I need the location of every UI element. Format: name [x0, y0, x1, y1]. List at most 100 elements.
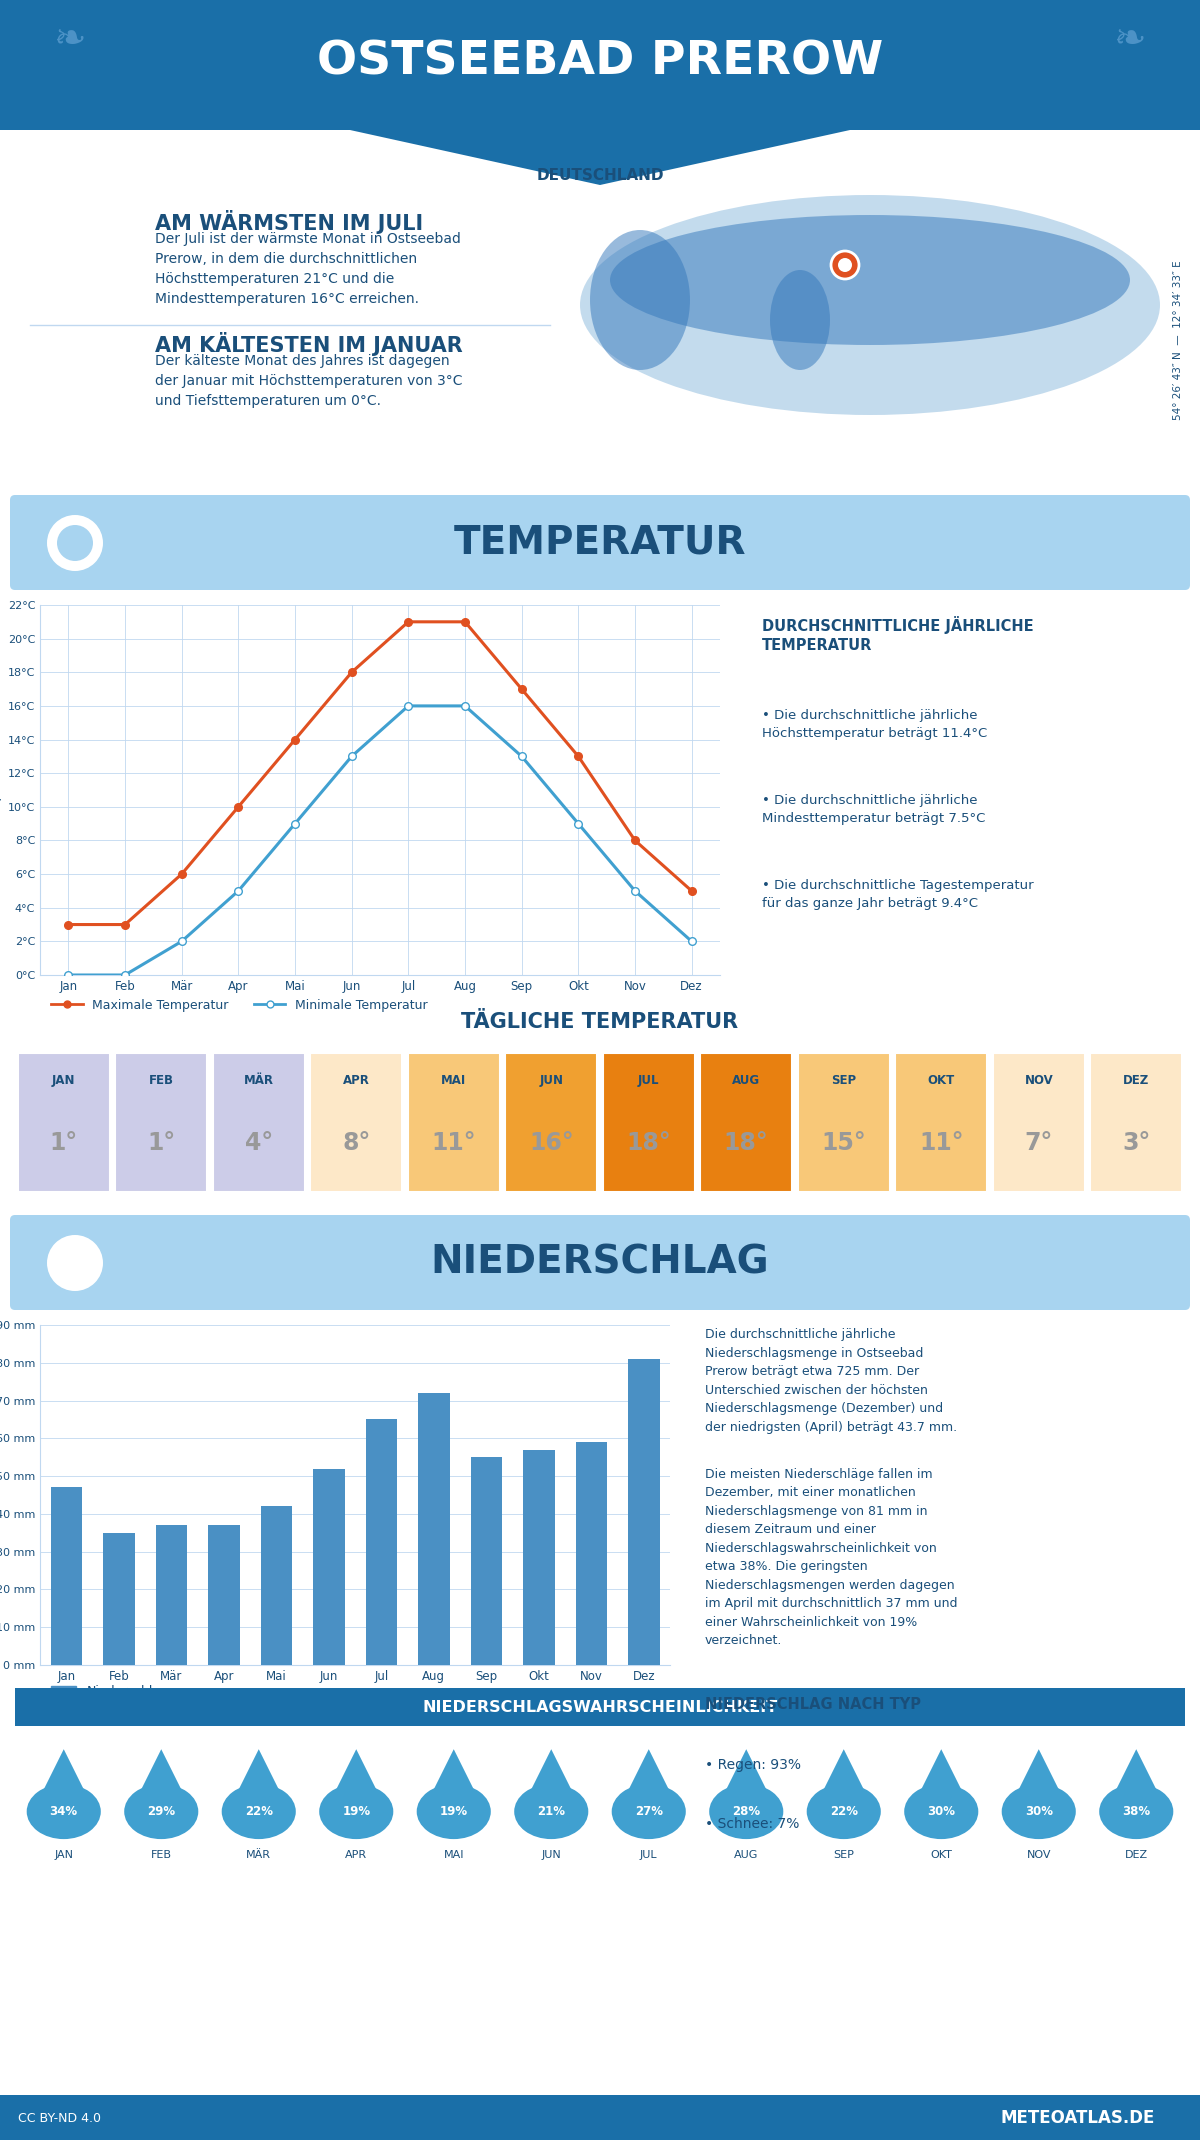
Bar [470, 1457, 502, 1665]
Text: CC BY-ND 4.0: CC BY-ND 4.0 [18, 2112, 102, 2125]
Bar [576, 1442, 607, 1665]
Text: OKT: OKT [928, 1074, 955, 1087]
Polygon shape [1110, 1748, 1163, 1802]
Polygon shape [720, 1748, 773, 1802]
Ellipse shape [580, 195, 1160, 415]
Circle shape [125, 1785, 198, 1838]
Polygon shape [524, 1748, 577, 1802]
Y-axis label: Temperatur: Temperatur [0, 753, 2, 826]
Text: DEUTSCHLAND: DEUTSCHLAND [536, 167, 664, 182]
Text: • Die durchschnittliche jährliche
Höchsttemperatur beträgt 11.4°C: • Die durchschnittliche jährliche Höchst… [762, 708, 988, 740]
Bar [103, 1532, 134, 1665]
Circle shape [319, 1785, 394, 1838]
Text: MAI: MAI [444, 1851, 464, 1860]
Text: SEP: SEP [832, 1074, 857, 1087]
Text: JUN: JUN [539, 1074, 563, 1087]
Circle shape [1099, 1785, 1174, 1838]
Circle shape [58, 524, 94, 561]
FancyBboxPatch shape [992, 1053, 1085, 1192]
FancyBboxPatch shape [505, 1053, 598, 1192]
Circle shape [1002, 1785, 1076, 1838]
Text: JAN: JAN [54, 1851, 73, 1860]
Text: OSTSEEBAD PREROW: OSTSEEBAD PREROW [317, 39, 883, 83]
Text: METEOATLAS.DE: METEOATLAS.DE [1001, 2110, 1154, 2127]
Circle shape [222, 1785, 296, 1838]
Text: NOV: NOV [1026, 1851, 1051, 1860]
Bar [628, 1359, 660, 1665]
Text: 18°: 18° [724, 1130, 769, 1156]
FancyBboxPatch shape [18, 1053, 109, 1192]
Text: 18°: 18° [626, 1130, 671, 1156]
FancyBboxPatch shape [115, 1053, 208, 1192]
FancyBboxPatch shape [895, 1053, 988, 1192]
Text: 1°: 1° [148, 1130, 175, 1156]
FancyBboxPatch shape [10, 494, 1190, 591]
Text: TÄGLICHE TEMPERATUR: TÄGLICHE TEMPERATUR [462, 1012, 738, 1031]
Text: FEB: FEB [151, 1851, 172, 1860]
Text: APR: APR [343, 1074, 370, 1087]
Polygon shape [817, 1748, 870, 1802]
Text: • Die durchschnittliche Tagestemperatur
für das ganze Jahr beträgt 9.4°C: • Die durchschnittliche Tagestemperatur … [762, 880, 1034, 910]
Circle shape [709, 1785, 784, 1838]
Bar [418, 1393, 450, 1665]
Ellipse shape [590, 229, 690, 370]
Text: NIEDERSCHLAG: NIEDERSCHLAG [431, 1243, 769, 1282]
Bar [50, 1487, 82, 1665]
Text: 8°: 8° [342, 1130, 371, 1156]
Text: OKT: OKT [930, 1851, 952, 1860]
FancyBboxPatch shape [10, 1216, 1190, 1310]
FancyBboxPatch shape [602, 1053, 695, 1192]
Text: TEMPERATUR: TEMPERATUR [454, 524, 746, 563]
Polygon shape [1013, 1748, 1066, 1802]
Text: 34%: 34% [49, 1804, 78, 1819]
Circle shape [612, 1785, 686, 1838]
Text: 30%: 30% [1025, 1804, 1052, 1819]
Bar [523, 1449, 554, 1665]
Text: MÄR: MÄR [244, 1074, 274, 1087]
Text: AUG: AUG [734, 1851, 758, 1860]
Circle shape [806, 1785, 881, 1838]
Ellipse shape [610, 214, 1130, 345]
Polygon shape [37, 1748, 90, 1802]
Ellipse shape [770, 270, 830, 370]
Circle shape [905, 1785, 978, 1838]
Polygon shape [623, 1748, 676, 1802]
FancyBboxPatch shape [0, 2095, 1200, 2140]
Text: JUL: JUL [638, 1074, 660, 1087]
Text: 27%: 27% [635, 1804, 662, 1819]
Text: 3°: 3° [1122, 1130, 1151, 1156]
Text: 54° 26′ 43″ N  —  12° 34′ 33″ E: 54° 26′ 43″ N — 12° 34′ 33″ E [1174, 261, 1183, 419]
Text: 4°: 4° [245, 1130, 272, 1156]
Text: 22%: 22% [829, 1804, 858, 1819]
FancyBboxPatch shape [14, 1688, 1186, 1727]
Text: Die meisten Niederschläge fallen im
Dezember, mit einer monatlichen
Niederschlag: Die meisten Niederschläge fallen im Deze… [704, 1468, 958, 1648]
Text: APR: APR [346, 1851, 367, 1860]
Text: 22%: 22% [245, 1804, 272, 1819]
FancyBboxPatch shape [701, 1053, 792, 1192]
Text: • Regen: 93%: • Regen: 93% [704, 1759, 800, 1772]
Legend: Niederschlagssumme: Niederschlagssumme [47, 1680, 227, 1703]
Bar [366, 1419, 397, 1665]
Text: NIEDERSCHLAGSWAHRSCHEINLICHKEIT: NIEDERSCHLAGSWAHRSCHEINLICHKEIT [422, 1699, 778, 1714]
Polygon shape [233, 1748, 286, 1802]
Text: AUG: AUG [732, 1074, 761, 1087]
FancyBboxPatch shape [0, 0, 1200, 131]
Text: ❧: ❧ [54, 21, 86, 60]
Text: 29%: 29% [148, 1804, 175, 1819]
FancyBboxPatch shape [1091, 1053, 1182, 1192]
Bar [313, 1468, 344, 1665]
FancyBboxPatch shape [408, 1053, 499, 1192]
Text: JUN: JUN [541, 1851, 562, 1860]
Bar [260, 1507, 292, 1665]
Text: 7°: 7° [1025, 1130, 1052, 1156]
Text: MÄR: MÄR [246, 1851, 271, 1860]
Circle shape [47, 1235, 103, 1290]
Polygon shape [330, 1748, 383, 1802]
Text: AM WÄRMSTEN IM JULI: AM WÄRMSTEN IM JULI [155, 210, 424, 233]
Circle shape [515, 1785, 588, 1838]
Circle shape [416, 1785, 491, 1838]
FancyBboxPatch shape [311, 1053, 402, 1192]
Polygon shape [427, 1748, 480, 1802]
Bar [208, 1526, 240, 1665]
Text: 21%: 21% [538, 1804, 565, 1819]
